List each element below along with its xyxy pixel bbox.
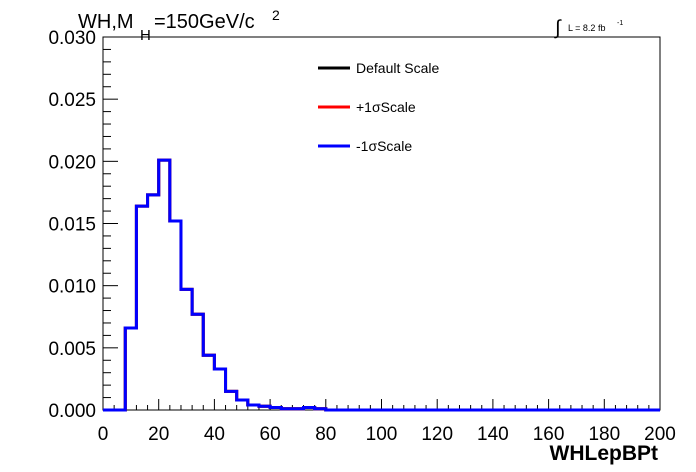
axis-ticks (102, 36, 661, 411)
luminosity-label: ∫ L = 8.2 fb -1 (554, 17, 623, 39)
x-tick-label: 140 (477, 424, 509, 445)
y-tick-label: 0.025 (48, 90, 96, 111)
x-tick-label: 20 (148, 424, 169, 445)
y-tick-label: 0.030 (48, 28, 96, 49)
integral-sign: ∫ (554, 17, 562, 39)
chart-title: WH,M H =150GeV/c 2 (78, 7, 280, 44)
lumi-text: L = 8.2 fb (568, 23, 605, 33)
series-line-0 (103, 158, 660, 412)
x-tick-label: 120 (421, 424, 453, 445)
x-tick-label: 180 (588, 424, 620, 445)
x-tick-label: 60 (260, 424, 281, 445)
title-subscript: H (140, 27, 151, 44)
title-superscript: 2 (272, 7, 280, 23)
x-tick-label: 160 (533, 424, 565, 445)
lumi-superscript: -1 (617, 20, 623, 27)
legend: Default Scale +1σScale -1σScale (318, 60, 439, 154)
x-axis-label: WHLepBPt (550, 442, 659, 465)
x-tick-label: 80 (315, 424, 336, 445)
series-line-1 (103, 158, 660, 412)
legend-label: Default Scale (356, 60, 439, 76)
y-tick-label: 0.005 (48, 339, 96, 360)
y-tick-label: 0.020 (48, 152, 96, 173)
title-main: WH,M (78, 11, 134, 33)
histogram-series (103, 158, 660, 412)
x-tick-label: 40 (204, 424, 225, 445)
x-tick-label: 200 (644, 424, 676, 445)
legend-label: +1σScale (356, 99, 416, 115)
title-rest: =150GeV/c (154, 11, 255, 33)
x-tick-label: 100 (366, 424, 398, 445)
plot-frame (102, 36, 661, 411)
series-line-2 (103, 158, 660, 412)
y-tick-label: 0.010 (48, 277, 96, 298)
y-tick-label: 0.015 (48, 215, 96, 236)
x-tick-label: 0 (98, 424, 109, 445)
legend-label: -1σScale (356, 138, 412, 154)
y-tick-labels: 0.000 0.005 0.010 0.015 0.020 0.025 0.030 (48, 28, 96, 422)
x-tick-labels: 0 20 40 60 80 100 120 140 160 180 200 (98, 424, 676, 445)
y-tick-label: 0.000 (48, 401, 96, 422)
